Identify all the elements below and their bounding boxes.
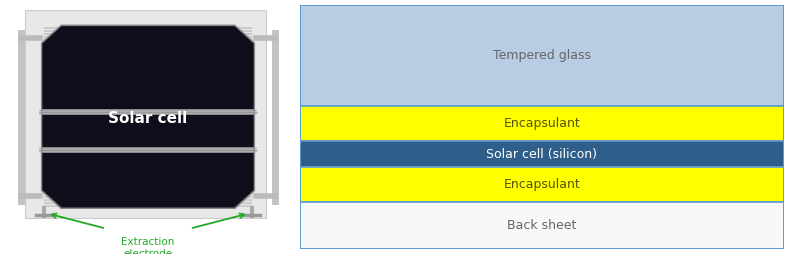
Text: Encapsulant: Encapsulant [504,117,580,130]
Text: Solar cell: Solar cell [108,110,188,126]
Text: Back sheet: Back sheet [507,219,577,232]
Bar [300,5,784,106]
Bar [300,167,784,202]
Bar [300,141,784,167]
Polygon shape [42,25,254,208]
Text: Solar cell (silicon): Solar cell (silicon) [486,148,598,161]
Bar [300,202,784,249]
Text: Encapsulant: Encapsulant [504,178,580,191]
Bar [300,106,784,141]
Text: Extraction
electrode: Extraction electrode [122,237,174,254]
FancyBboxPatch shape [25,10,266,218]
Text: Tempered glass: Tempered glass [493,49,591,62]
